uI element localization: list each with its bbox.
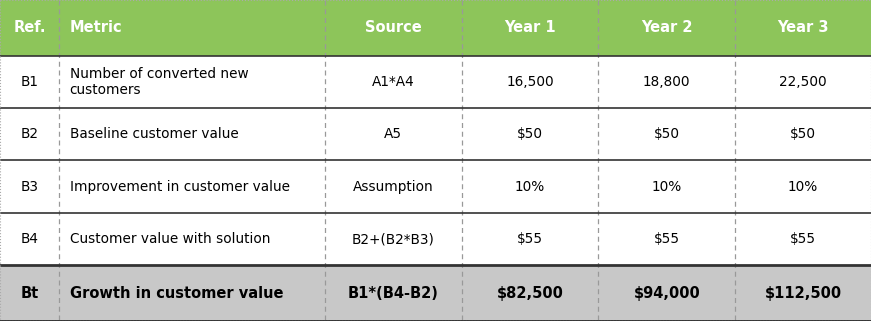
Bar: [325, 108, 462, 160]
Text: B2: B2: [21, 127, 38, 141]
Text: Number of converted new
customers: Number of converted new customers: [70, 67, 248, 97]
Text: $55: $55: [517, 232, 543, 246]
Bar: [598, 56, 735, 108]
Text: $112,500: $112,500: [765, 286, 841, 301]
Text: $55: $55: [790, 232, 816, 246]
Text: 10%: 10%: [515, 180, 545, 194]
Bar: [462, 108, 598, 160]
Text: B2+(B2*B3): B2+(B2*B3): [352, 232, 435, 246]
Text: Year 3: Year 3: [777, 20, 829, 35]
Bar: [735, 160, 871, 213]
Bar: [59, 0, 325, 56]
Text: 10%: 10%: [652, 180, 682, 194]
Bar: [462, 213, 598, 265]
Bar: [735, 265, 871, 321]
Text: $82,500: $82,500: [496, 286, 564, 301]
Text: B1: B1: [21, 75, 38, 89]
Text: Assumption: Assumption: [353, 180, 434, 194]
Bar: [462, 160, 598, 213]
Bar: [325, 0, 462, 56]
Bar: [325, 265, 462, 321]
Text: $94,000: $94,000: [633, 286, 700, 301]
Bar: [59, 213, 325, 265]
Text: $50: $50: [790, 127, 816, 141]
Text: B4: B4: [21, 232, 38, 246]
Bar: [735, 0, 871, 56]
Text: B1*(B4-B2): B1*(B4-B2): [348, 286, 439, 301]
Bar: [0, 265, 59, 321]
Text: 16,500: 16,500: [506, 75, 554, 89]
Text: A5: A5: [384, 127, 402, 141]
Text: Improvement in customer value: Improvement in customer value: [70, 180, 290, 194]
Text: $55: $55: [654, 232, 679, 246]
Text: A1*A4: A1*A4: [372, 75, 415, 89]
Text: Year 2: Year 2: [641, 20, 692, 35]
Bar: [735, 108, 871, 160]
Bar: [0, 56, 59, 108]
Text: 10%: 10%: [788, 180, 818, 194]
Bar: [59, 108, 325, 160]
Text: Metric: Metric: [70, 20, 122, 35]
Text: Customer value with solution: Customer value with solution: [70, 232, 270, 246]
Text: Ref.: Ref.: [13, 20, 46, 35]
Bar: [462, 56, 598, 108]
Bar: [0, 160, 59, 213]
Text: Growth in customer value: Growth in customer value: [70, 286, 283, 301]
Bar: [59, 56, 325, 108]
Bar: [325, 160, 462, 213]
Bar: [0, 0, 59, 56]
Bar: [59, 160, 325, 213]
Text: $50: $50: [654, 127, 679, 141]
Text: 18,800: 18,800: [643, 75, 691, 89]
Bar: [598, 0, 735, 56]
Text: Year 1: Year 1: [504, 20, 556, 35]
Text: Baseline customer value: Baseline customer value: [70, 127, 239, 141]
Bar: [462, 265, 598, 321]
Bar: [598, 160, 735, 213]
Text: B3: B3: [21, 180, 38, 194]
Text: Bt: Bt: [21, 286, 38, 301]
Bar: [325, 213, 462, 265]
Bar: [0, 213, 59, 265]
Bar: [735, 213, 871, 265]
Text: 22,500: 22,500: [780, 75, 827, 89]
Bar: [598, 265, 735, 321]
Text: $50: $50: [517, 127, 543, 141]
Bar: [598, 108, 735, 160]
Bar: [59, 265, 325, 321]
Bar: [735, 56, 871, 108]
Bar: [598, 213, 735, 265]
Bar: [325, 56, 462, 108]
Text: Source: Source: [365, 20, 422, 35]
Bar: [0, 108, 59, 160]
Bar: [462, 0, 598, 56]
